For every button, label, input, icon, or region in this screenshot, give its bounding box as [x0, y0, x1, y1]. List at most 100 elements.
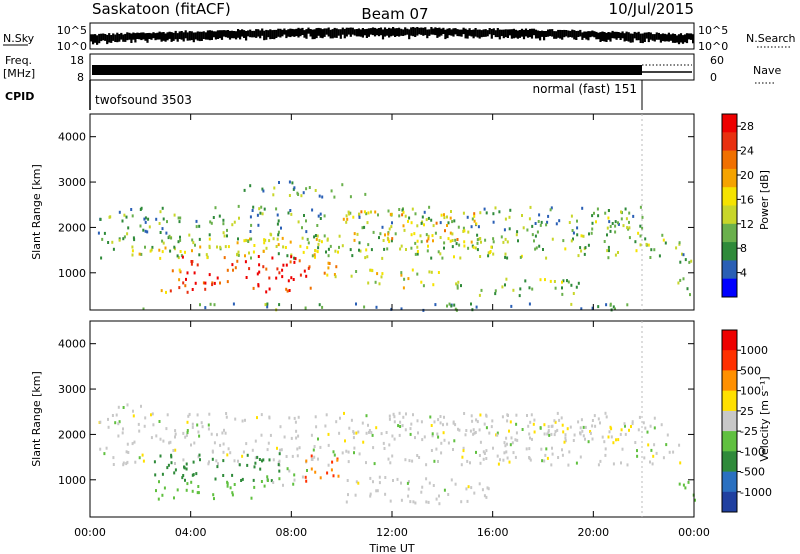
- echo-cell: [269, 433, 272, 437]
- echo-cell: [652, 454, 655, 458]
- echo-cell: [134, 460, 137, 464]
- echo-cell: [371, 433, 374, 437]
- colorbar-swatch: [722, 330, 737, 351]
- nsky-trace: [90, 27, 695, 45]
- echo-cell: [179, 270, 182, 274]
- echo-cell: [442, 431, 445, 435]
- echo-cell: [522, 226, 525, 230]
- echo-cell: [313, 253, 316, 257]
- echo-cell: [114, 421, 117, 425]
- echo-cell: [389, 212, 392, 216]
- time-tick-label: 20:00: [577, 526, 609, 539]
- echo-cell: [687, 480, 690, 484]
- echo-cell: [391, 434, 394, 438]
- echo-cell: [492, 212, 495, 216]
- echo-cell: [319, 212, 322, 216]
- echo-cell: [679, 278, 682, 282]
- echo-cell: [389, 461, 392, 465]
- echo-cell: [223, 234, 226, 238]
- echo-cell: [198, 224, 201, 228]
- echo-cell: [143, 217, 146, 221]
- echo-cell: [250, 237, 253, 241]
- echo-cell: [257, 255, 260, 258]
- echo-cell: [466, 499, 469, 503]
- echo-cell: [262, 265, 265, 269]
- echo-cell: [213, 303, 216, 307]
- echo-cell: [496, 454, 499, 458]
- echo-cell: [218, 214, 221, 218]
- colorbar-swatch: [722, 410, 737, 432]
- echo-cell: [305, 230, 308, 234]
- colorbar-tick-label: 28: [740, 120, 754, 133]
- echo-cell: [425, 463, 428, 467]
- echo-cell: [353, 446, 356, 450]
- echo-cell: [208, 233, 211, 237]
- echo-cell: [100, 256, 103, 260]
- echo-cell: [628, 220, 630, 224]
- echo-cell: [157, 497, 160, 501]
- echo-cell: [620, 217, 623, 221]
- echo-cell: [453, 439, 456, 443]
- echo-cell: [572, 231, 575, 235]
- echo-cell: [170, 236, 173, 240]
- echo-cell: [519, 287, 522, 291]
- echo-cell: [514, 438, 517, 442]
- echo-cell: [253, 485, 256, 489]
- echo-cell: [314, 415, 317, 419]
- echo-cell: [529, 458, 532, 462]
- echo-cell: [653, 426, 656, 430]
- echo-cell: [374, 280, 377, 284]
- echo-cell: [570, 214, 573, 218]
- echo-cell: [207, 462, 210, 466]
- colorbar-tick-label: 20: [740, 169, 754, 182]
- echo-cell: [372, 480, 374, 484]
- echo-cell: [259, 467, 262, 471]
- echo-cell: [515, 413, 518, 417]
- echo-cell: [186, 429, 189, 432]
- echo-cell: [111, 240, 114, 244]
- echo-cell: [318, 303, 321, 307]
- echo-cell: [597, 214, 600, 218]
- echo-cell: [349, 211, 352, 215]
- echo-cell: [393, 415, 396, 419]
- echo-cell: [121, 431, 124, 435]
- echo-cell: [258, 458, 261, 461]
- echo-cell: [575, 285, 578, 289]
- echo-cell: [206, 256, 209, 260]
- echo-cell: [414, 436, 416, 440]
- echo-cell: [672, 450, 675, 454]
- colorbar-swatch: [722, 168, 737, 188]
- echo-cell: [485, 495, 488, 499]
- echo-cell: [264, 303, 267, 307]
- echo-cell: [506, 442, 508, 446]
- echo-cell: [363, 210, 366, 214]
- echo-cell: [596, 207, 599, 211]
- echo-cell: [684, 486, 687, 490]
- echo-cell: [539, 426, 542, 430]
- echo-cell: [418, 456, 421, 459]
- echo-cell: [182, 281, 185, 285]
- echo-cell: [333, 453, 336, 457]
- echo-cell: [639, 243, 642, 247]
- colorbar-tick-label: 16: [740, 193, 754, 206]
- echo-cell: [430, 424, 433, 427]
- echo-cell: [507, 414, 509, 417]
- echo-cell: [226, 484, 229, 488]
- echo-cell: [539, 278, 542, 282]
- nsearch-tick-high: 10^5: [698, 24, 728, 37]
- echo-cell: [313, 455, 316, 459]
- echo-cell: [408, 459, 411, 463]
- echo-cell: [439, 252, 442, 256]
- echo-cell: [529, 420, 532, 424]
- echo-cell: [467, 230, 470, 234]
- echo-cell: [261, 187, 264, 191]
- echo-cell: [323, 271, 326, 275]
- echo-cell: [326, 471, 329, 475]
- echo-cell: [449, 216, 452, 220]
- echo-cell: [668, 450, 671, 454]
- echo-cell: [266, 305, 269, 309]
- echo-cell: [150, 413, 152, 417]
- echo-cell: [317, 242, 320, 246]
- colorbar-tick-label: 8: [740, 242, 747, 255]
- echo-cell: [620, 210, 622, 214]
